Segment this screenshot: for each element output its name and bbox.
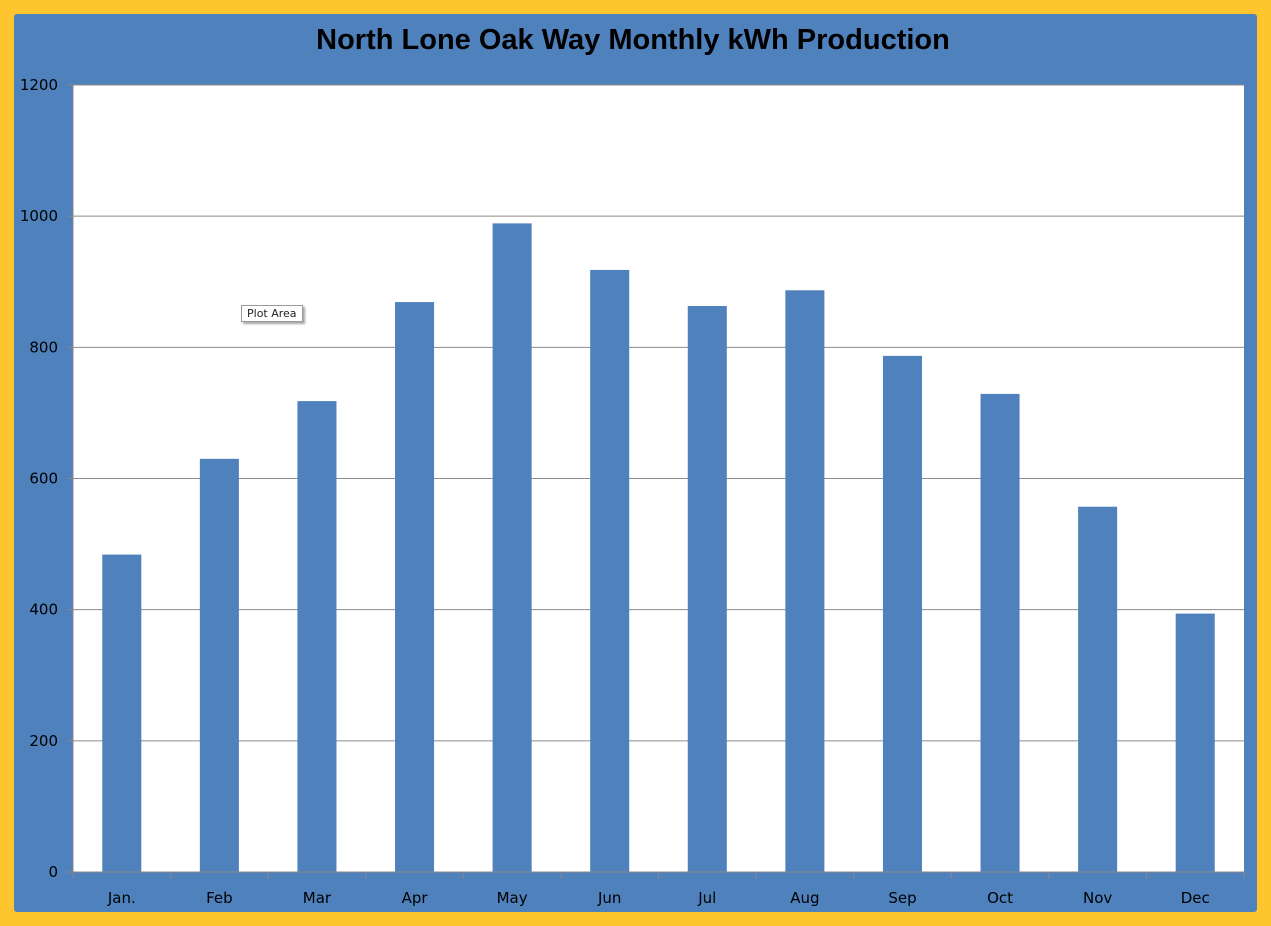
bar-feb[interactable] bbox=[199, 458, 239, 872]
bar-may[interactable] bbox=[492, 223, 532, 872]
x-tick-label: Nov bbox=[1083, 889, 1112, 907]
y-tick-label: 800 bbox=[29, 338, 58, 356]
bar-sep[interactable] bbox=[882, 355, 922, 873]
y-tick-label: 1200 bbox=[20, 76, 58, 94]
x-tick-label: Sep bbox=[888, 889, 916, 907]
x-tick-label: Dec bbox=[1181, 889, 1210, 907]
y-axis-tick-labels: 0 200 400 600 800 1000 1200 bbox=[20, 76, 58, 881]
x-tick-label: Oct bbox=[987, 889, 1013, 907]
axes bbox=[67, 84, 1245, 878]
bar-jan[interactable] bbox=[102, 554, 142, 872]
x-tick-label: Aug bbox=[790, 889, 819, 907]
x-tick-label: Feb bbox=[206, 889, 233, 907]
bar-mar[interactable] bbox=[297, 401, 337, 872]
x-tick-label: May bbox=[497, 889, 528, 907]
bar-jul[interactable] bbox=[687, 306, 727, 872]
bar-nov[interactable] bbox=[1078, 506, 1118, 872]
y-tick-label: 1000 bbox=[20, 207, 58, 225]
x-tick-label: Mar bbox=[303, 889, 332, 907]
bar-apr[interactable] bbox=[395, 302, 435, 873]
bar-oct[interactable] bbox=[980, 393, 1020, 872]
bar-aug[interactable] bbox=[785, 290, 825, 872]
bar-dec[interactable] bbox=[1175, 613, 1215, 872]
chart-title: North Lone Oak Way Monthly kWh Productio… bbox=[316, 24, 950, 56]
y-tick-label: 600 bbox=[29, 470, 58, 488]
bars bbox=[102, 223, 1215, 873]
plot-area-tooltip: Plot Area bbox=[241, 305, 303, 322]
y-tick-label: 0 bbox=[48, 863, 58, 881]
x-tick-label: Jul bbox=[697, 889, 716, 907]
x-tick-label: Jan. bbox=[107, 889, 136, 907]
gridlines bbox=[73, 84, 1244, 742]
y-tick-label: 400 bbox=[29, 601, 58, 619]
y-tick-label: 200 bbox=[29, 732, 58, 750]
x-tick-label: Apr bbox=[402, 889, 429, 907]
bar-jun[interactable] bbox=[590, 269, 630, 872]
x-axis-tick-labels: Jan. Feb Mar Apr May Jun Jul Aug Sep Oct Nov Dec bbox=[107, 889, 1210, 907]
x-tick-label: Jun bbox=[597, 889, 621, 907]
